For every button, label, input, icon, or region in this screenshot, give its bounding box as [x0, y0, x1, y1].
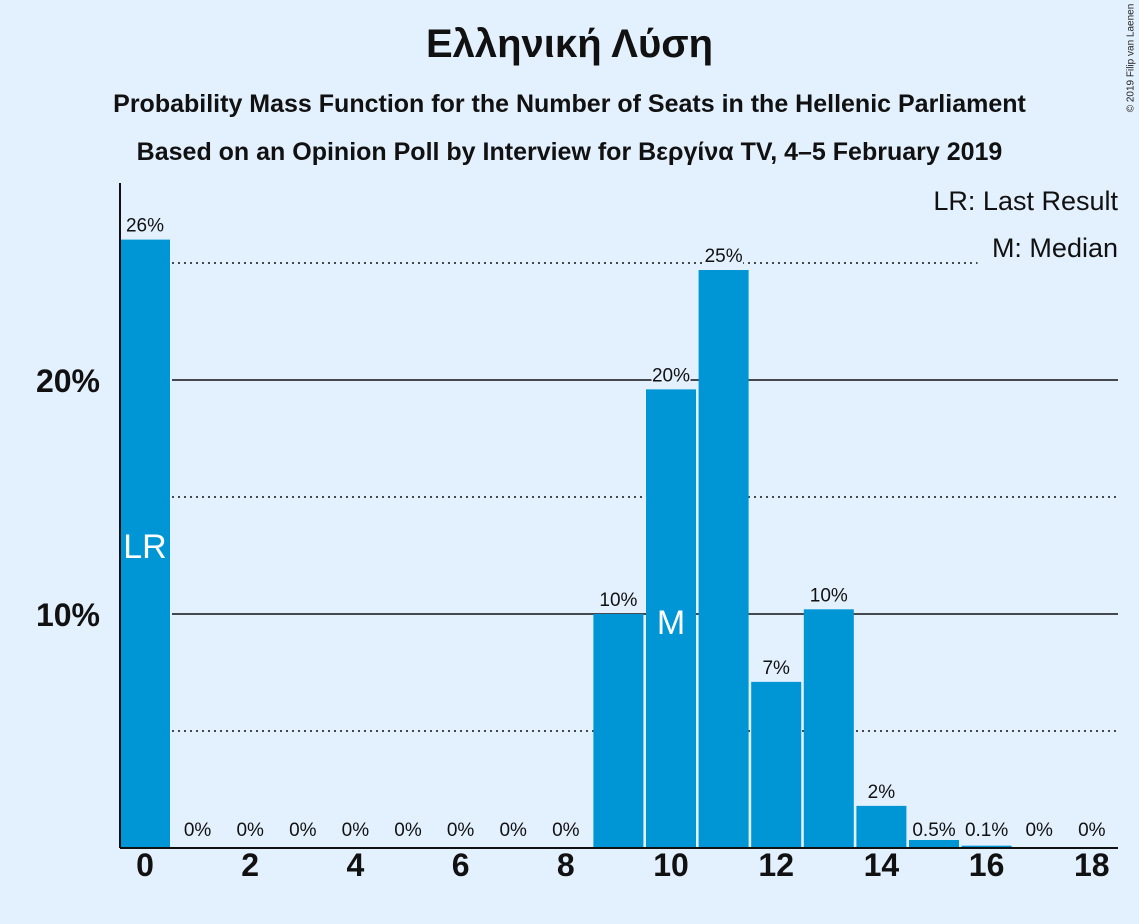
data-label-background — [551, 818, 580, 840]
axes: 0 2 4 6 8 10 12 14 16 18 10% 20% — [36, 183, 1118, 883]
data-label-background — [446, 818, 475, 840]
bar — [751, 681, 802, 848]
data-label-background — [125, 213, 165, 236]
data-label-background — [1025, 818, 1054, 840]
chart-subtitle: Probability Mass Function for the Number… — [113, 90, 1026, 118]
legend: LR: Last Result M: Median — [890, 186, 1120, 265]
data-label: 2% — [868, 782, 896, 803]
data-label-background — [341, 818, 370, 840]
y-tick-label: 20% — [36, 363, 100, 399]
x-tick-label: 14 — [864, 847, 900, 883]
x-tick-label: 2 — [241, 847, 259, 883]
bar — [803, 609, 854, 848]
data-label: 0% — [1025, 820, 1053, 841]
data-label: 20% — [652, 365, 690, 386]
data-label: 0% — [236, 820, 264, 841]
bar-marker-label: LR — [123, 528, 166, 566]
data-label: 0.5% — [912, 820, 955, 841]
chart-title: Ελληνική Λύση — [425, 22, 714, 66]
x-tick-label: 16 — [969, 847, 1005, 883]
data-label-background — [499, 818, 528, 840]
legend-entry-background — [890, 186, 1120, 218]
data-label-background — [762, 655, 791, 678]
x-tick-label: 6 — [452, 847, 470, 883]
x-tick-label: 4 — [347, 847, 365, 883]
x-tick-label: 12 — [758, 847, 794, 883]
data-label: 0.1% — [965, 820, 1008, 841]
data-label: 10% — [810, 585, 848, 606]
data-label: 25% — [705, 246, 743, 267]
bar — [698, 270, 749, 848]
bar — [961, 845, 1012, 848]
legend-entry: LR: Last Result — [933, 186, 1118, 216]
gridlines — [172, 262, 1118, 732]
data-label-background — [394, 818, 422, 840]
x-tick-label: 0 — [136, 847, 154, 883]
data-label-background — [288, 818, 317, 840]
data-label: 0% — [394, 820, 422, 841]
data-label-background — [183, 818, 212, 840]
bar — [646, 389, 696, 848]
data-label: 0% — [289, 820, 317, 841]
data-label: 0% — [184, 820, 212, 841]
data-label-background — [651, 363, 691, 386]
legend-entry: M: Median — [992, 233, 1118, 263]
data-label: 0% — [1078, 820, 1106, 841]
data-label-background — [809, 583, 849, 606]
y-tick-label: 10% — [36, 597, 100, 633]
x-tick-label: 8 — [557, 847, 575, 883]
bar — [856, 805, 907, 848]
data-label-background — [867, 779, 896, 802]
data-label: 0% — [342, 820, 370, 841]
data-label-background — [961, 818, 1012, 840]
x-tick-label: 18 — [1074, 847, 1110, 883]
data-label-background — [909, 818, 959, 840]
data-label: 0% — [447, 820, 475, 841]
data-label-background — [598, 588, 638, 610]
data-label-background — [704, 244, 744, 267]
x-tick-label: 10 — [653, 847, 689, 883]
bar — [120, 239, 170, 849]
data-label: 26% — [126, 216, 164, 237]
chart-subtitle-source: Based on an Opinion Poll by Interview fo… — [136, 138, 1003, 166]
data-label: 0% — [499, 820, 527, 841]
bar — [909, 837, 959, 848]
data-label-background — [236, 818, 265, 840]
data-label: 0% — [552, 820, 580, 841]
data-label: 10% — [599, 590, 637, 611]
legend-entry-background — [977, 233, 1120, 265]
data-label: 7% — [762, 658, 790, 679]
data-labels: 26% LR 0% 0% 0% 0% 0% 0% 0% 0% 10% 20% M 25% 7% 10% 2% 0.… — [123, 213, 1106, 841]
bar — [593, 614, 644, 848]
bars — [120, 239, 1012, 849]
bar-marker-label: M — [657, 604, 685, 642]
data-label-background — [1077, 818, 1106, 840]
